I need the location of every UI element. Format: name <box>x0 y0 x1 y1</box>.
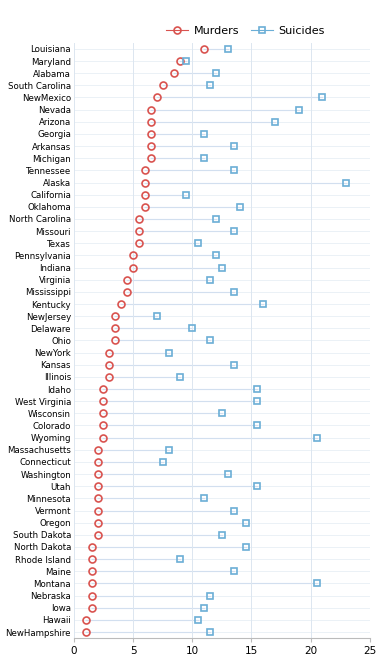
Legend: Murders, Suicides: Murders, Suicides <box>162 22 329 40</box>
